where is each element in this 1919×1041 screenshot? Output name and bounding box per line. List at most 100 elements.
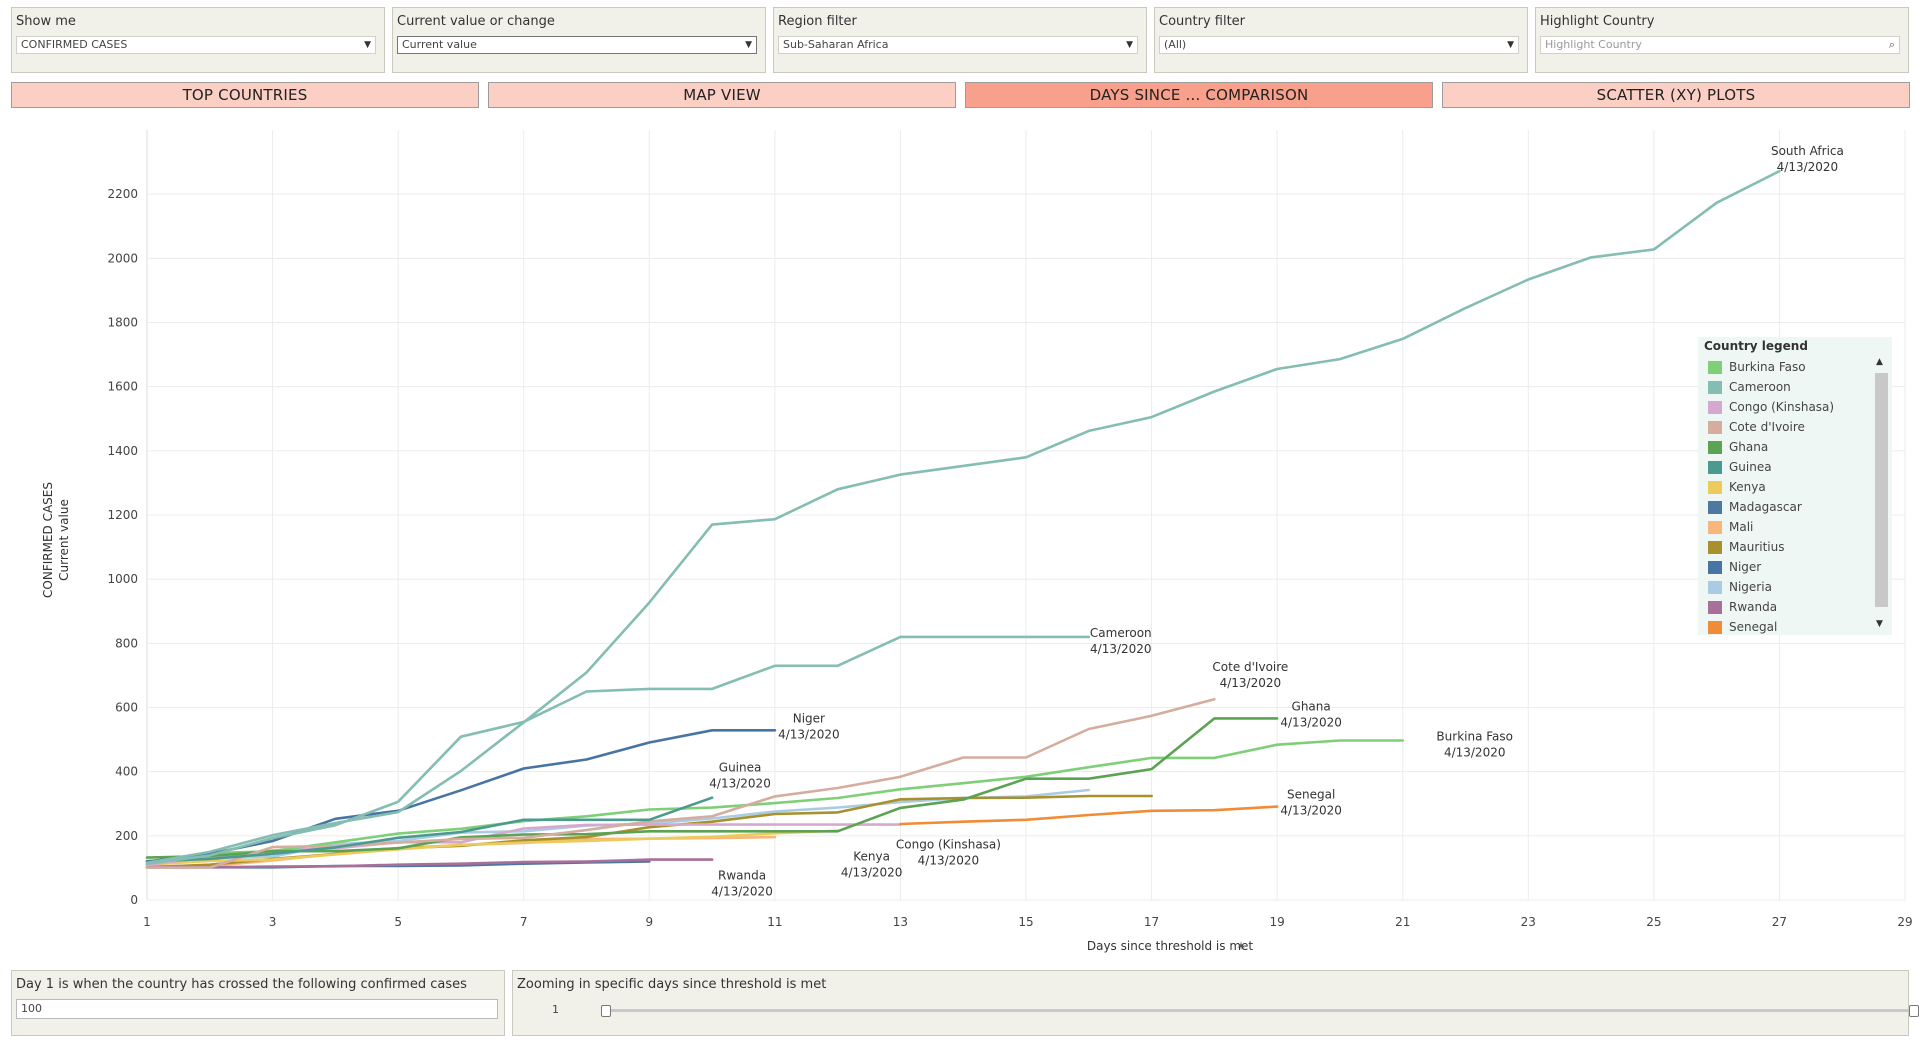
series-annotation: Rwanda: [718, 869, 766, 883]
series-annotation: Senegal: [1287, 788, 1335, 802]
series-line[interactable]: [145, 697, 1216, 869]
x-tick-label: 9: [645, 915, 653, 929]
legend-title: Country legend: [1704, 339, 1808, 353]
filter-country: Country filter (All) ▼: [1154, 7, 1528, 73]
tab-days-since-comparison[interactable]: DAYS SINCE ... COMPARISON: [965, 82, 1433, 108]
tab-scatter-plots[interactable]: SCATTER (XY) PLOTS: [1442, 82, 1910, 108]
chevron-down-icon[interactable]: ▼: [1876, 619, 1883, 629]
show-me-value: CONFIRMED CASES: [21, 38, 128, 51]
zoom-slider-track[interactable]: [601, 1005, 1919, 1017]
series-annotation: South Africa: [1771, 144, 1844, 158]
legend-label: Rwanda: [1729, 600, 1778, 614]
legend-item[interactable]: Madagascar: [1708, 497, 1834, 517]
series-annotation: 4/13/2020: [1280, 715, 1342, 729]
series-line[interactable]: [145, 739, 1404, 865]
show-me-dropdown[interactable]: CONFIRMED CASES ▼: [16, 36, 376, 54]
threshold-input[interactable]: 100: [16, 999, 498, 1019]
x-tick-label: 17: [1144, 915, 1159, 929]
x-tick-label: 29: [1897, 915, 1912, 929]
legend-swatch: [1708, 580, 1722, 594]
legend-scrollbar[interactable]: ▲ ▼: [1874, 357, 1888, 629]
legend-item[interactable]: Senegal: [1708, 617, 1834, 637]
legend-label: Guinea: [1729, 460, 1772, 474]
y-tick-label: 2000: [107, 251, 138, 265]
series-line[interactable]: [145, 728, 777, 863]
region-value: Sub-Saharan Africa: [783, 38, 889, 51]
chevron-down-icon: ▼: [1507, 40, 1514, 50]
days-since-chart[interactable]: 1 3 5 7 9 11 13 15 17 19 21 23 25 27 29020040060080010…: [0, 120, 1919, 960]
y-axis-title: CONFIRMED CASES: [41, 482, 55, 598]
x-tick-label: 7: [520, 915, 528, 929]
y-axis-subtitle: Current value: [57, 499, 71, 581]
series-line[interactable]: [145, 169, 1781, 865]
threshold-control: Day 1 is when the country has crossed th…: [11, 970, 505, 1036]
series-annotation: Burkina Faso: [1436, 730, 1513, 744]
legend-swatch: [1708, 440, 1722, 454]
search-icon: ⌕: [1888, 38, 1895, 51]
y-tick-label: 1200: [107, 508, 138, 522]
legend-item[interactable]: Cote d'Ivoire: [1708, 417, 1834, 437]
legend-swatch: [1708, 460, 1722, 474]
chevron-down-icon: ▼: [745, 40, 752, 50]
highlight-country-placeholder: Highlight Country: [1545, 38, 1642, 51]
legend-item[interactable]: Burkina Faso: [1708, 357, 1834, 377]
legend-item[interactable]: Kenya: [1708, 477, 1834, 497]
legend-label: Cameroon: [1729, 380, 1791, 394]
legend-label: Congo (Kinshasa): [1729, 400, 1835, 414]
series-annotation: 4/13/2020: [918, 854, 980, 868]
series-line[interactable]: [899, 805, 1279, 826]
y-tick-label: 1800: [107, 316, 138, 330]
scrollbar-thumb[interactable]: [1875, 373, 1888, 607]
series-line[interactable]: [145, 635, 1091, 866]
highlight-country-search[interactable]: Highlight Country ⌕: [1540, 36, 1900, 54]
tab-map-view[interactable]: MAP VIEW: [488, 82, 956, 108]
series-line[interactable]: [145, 829, 839, 867]
legend-swatch: [1708, 500, 1722, 514]
tab-top-countries[interactable]: TOP COUNTRIES: [11, 82, 479, 108]
legend-item[interactable]: Mali: [1708, 517, 1834, 537]
series-line[interactable]: [145, 858, 714, 869]
x-tick-label: 19: [1270, 915, 1285, 929]
legend-item[interactable]: Ghana: [1708, 437, 1834, 457]
series-annotation: 4/13/2020: [778, 727, 840, 741]
legend-item[interactable]: Rwanda: [1708, 597, 1834, 617]
legend-label: Mauritius: [1729, 540, 1785, 554]
series-line[interactable]: [145, 717, 1279, 859]
legend-item[interactable]: Niger: [1708, 557, 1834, 577]
value-or-change-value: Current value: [402, 38, 477, 51]
pin-icon[interactable]: ✶: [1236, 939, 1246, 953]
filter-show-me-title: Show me: [16, 14, 76, 29]
legend-item[interactable]: Congo (Kinshasa): [1708, 397, 1834, 417]
zoom-slider-min-handle[interactable]: [601, 1005, 611, 1017]
x-tick-label: 1: [143, 915, 151, 929]
legend-item[interactable]: Guinea: [1708, 457, 1834, 477]
legend-swatch: [1708, 360, 1722, 374]
series-annotation: Congo (Kinshasa): [896, 838, 1001, 852]
legend-label: Madagascar: [1729, 500, 1802, 514]
legend-item[interactable]: Nigeria: [1708, 577, 1834, 597]
legend-item[interactable]: Mauritius: [1708, 537, 1834, 557]
filter-country-title: Country filter: [1159, 14, 1246, 29]
y-tick-label: 0: [130, 893, 138, 907]
threshold-title: Day 1 is when the country has crossed th…: [16, 977, 467, 992]
zoom-slider-max-handle[interactable]: [1909, 1005, 1919, 1017]
legend-swatch: [1708, 380, 1722, 394]
series-annotation: Kenya: [853, 850, 890, 864]
legend-swatch: [1708, 600, 1722, 614]
series-annotation: 4/13/2020: [1444, 746, 1506, 760]
region-dropdown[interactable]: Sub-Saharan Africa ▼: [778, 36, 1138, 54]
chevron-up-icon[interactable]: ▲: [1876, 357, 1883, 367]
y-tick-label: 1400: [107, 444, 138, 458]
country-dropdown[interactable]: (All) ▼: [1159, 36, 1519, 54]
filter-region-title: Region filter: [778, 14, 857, 29]
legend-label: Kenya: [1729, 480, 1766, 494]
x-tick-label: 21: [1395, 915, 1410, 929]
legend-swatch: [1708, 620, 1722, 634]
chevron-down-icon: ▼: [1126, 40, 1133, 50]
series-annotation: 4/13/2020: [1220, 676, 1282, 690]
series-line[interactable]: [145, 796, 714, 863]
zoom-title: Zooming in specific days since threshold…: [517, 977, 827, 992]
value-or-change-dropdown[interactable]: Current value ▼: [397, 36, 757, 54]
series-annotation: 4/13/2020: [1280, 804, 1342, 818]
legend-item[interactable]: Cameroon: [1708, 377, 1834, 397]
